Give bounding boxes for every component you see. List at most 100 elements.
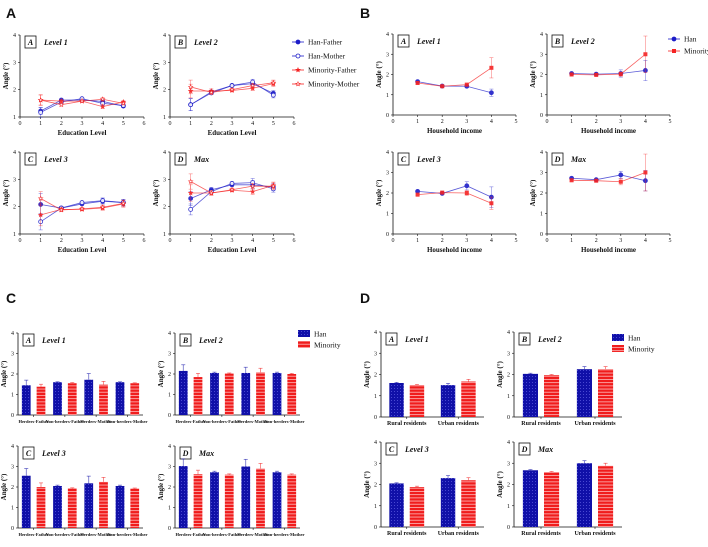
y-tick-label: 0: [11, 413, 14, 419]
series-line: [571, 53, 646, 76]
series-line: [571, 174, 646, 182]
bar-han: [389, 383, 404, 417]
y-tick-label: 1: [374, 504, 377, 510]
subplot-title: Level 1: [404, 335, 429, 344]
y-tick-label: 3: [540, 52, 543, 58]
star-marker: [229, 86, 235, 93]
y-tick-label: 2: [386, 191, 389, 197]
bar-han: [522, 470, 538, 527]
y-tick-label: 3: [374, 461, 377, 467]
bar-han: [84, 483, 94, 528]
star-marker: [79, 98, 85, 104]
subplot-title: Level 2: [537, 335, 562, 344]
square-marker: [618, 72, 623, 77]
x-tick-label: 4: [251, 238, 254, 244]
y-tick-label: 1: [374, 394, 377, 400]
legend: Han Minority: [612, 334, 655, 354]
category-label: Herders-Mother: [80, 419, 112, 424]
subplot-max: 0 1 2 3 4 Angle (°) D Max Rural residents Urban r…: [496, 440, 622, 537]
y-tick-label: 1: [11, 506, 14, 512]
star-marker: [99, 96, 106, 102]
circle-marker: [229, 181, 235, 186]
x-tick-label: 6: [293, 238, 296, 244]
category-label: Rural residents: [387, 531, 427, 537]
bar-han: [21, 475, 31, 528]
square-marker: [569, 178, 574, 183]
x-tick-label: 0: [19, 121, 22, 127]
x-tick-label: 6: [143, 121, 146, 127]
bar-han: [115, 485, 125, 528]
y-tick-label: 1: [11, 393, 14, 399]
bar-han: [522, 373, 538, 417]
legend-label: Han-Father: [308, 38, 343, 47]
subplot-tag-box: [385, 442, 398, 456]
y-tick-label: 4: [386, 32, 389, 38]
y-tick-label: 0: [374, 525, 377, 531]
subplot-tag-box: [174, 35, 187, 49]
y-tick-label: 4: [507, 330, 510, 336]
category-label: Herders-Mother: [237, 419, 269, 424]
circle-marker: [188, 102, 194, 108]
y-tick-label: 2: [11, 372, 14, 378]
y-tick-label: 2: [507, 483, 510, 489]
category-label: Herders-Father: [176, 532, 206, 537]
y-axis-label: Angle (°): [363, 360, 371, 387]
y-tick-label: 1: [507, 504, 510, 510]
bar-han: [389, 483, 404, 527]
x-tick-label: 1: [39, 238, 42, 244]
bar-minority: [99, 384, 108, 415]
x-axis-label: Household income: [427, 246, 482, 254]
category-label: Non-herders-Father: [203, 419, 242, 424]
star-marker: [229, 186, 235, 193]
series-han-mother: [38, 197, 126, 231]
star-marker: [37, 211, 44, 218]
category-label: Non-herders-Father: [46, 532, 85, 537]
x-tick-label: 0: [546, 238, 549, 244]
bar-minority: [461, 381, 476, 417]
y-tick-label: 2: [540, 191, 543, 197]
legend: Han-Father Han-Mother Minority-Father Minor…: [292, 38, 360, 89]
y-tick-label: 3: [386, 52, 389, 58]
series-han-mother: [188, 178, 276, 216]
x-tick-label: 4: [490, 119, 493, 125]
subplot-tag: C: [401, 155, 407, 164]
panel-label: B: [360, 5, 370, 21]
subplot-tag: B: [182, 336, 189, 345]
x-axis-label: Education Level: [208, 129, 257, 137]
series-minority: [569, 35, 648, 77]
star-marker: [37, 97, 44, 103]
panel-label: A: [6, 5, 16, 21]
bar-han: [272, 372, 282, 415]
category-label: Non-herders-Mother: [264, 532, 304, 537]
x-tick-label: 0: [169, 238, 172, 244]
y-tick-label: 0: [540, 232, 543, 238]
star-marker: [58, 206, 65, 213]
bar-han: [440, 385, 456, 417]
bar-minority: [544, 375, 560, 417]
y-axis-label: Angle (°): [152, 179, 160, 206]
series-minority: [415, 190, 494, 210]
x-tick-label: 4: [101, 121, 104, 127]
square-marker: [594, 72, 599, 77]
x-tick-label: 4: [101, 238, 104, 244]
category-label: Non-herders-Father: [203, 532, 242, 537]
bar-minority: [67, 488, 77, 528]
x-tick-label: 3: [619, 119, 622, 125]
subplot-tag: B: [521, 335, 528, 344]
x-axis-label: Education Level: [208, 246, 257, 254]
bar-han: [53, 485, 62, 528]
subplot-title: Level 2: [570, 37, 595, 46]
y-tick-label: 2: [386, 73, 389, 79]
star-marker: [187, 190, 194, 196]
legend-label: Han: [314, 330, 327, 339]
x-tick-label: 5: [122, 238, 125, 244]
circle-marker: [270, 92, 276, 98]
subplot-tag: D: [182, 449, 189, 458]
subplot-level-3: 0 1 2 3 4 Angle (°) C Level 3 0 1 2 3 4 5 Household in…: [375, 150, 518, 254]
bar-minority: [193, 474, 203, 528]
y-tick-label: 3: [507, 351, 510, 357]
x-tick-label: 2: [595, 119, 598, 125]
y-tick-label: 3: [374, 351, 377, 357]
panel-label: D: [360, 290, 370, 306]
